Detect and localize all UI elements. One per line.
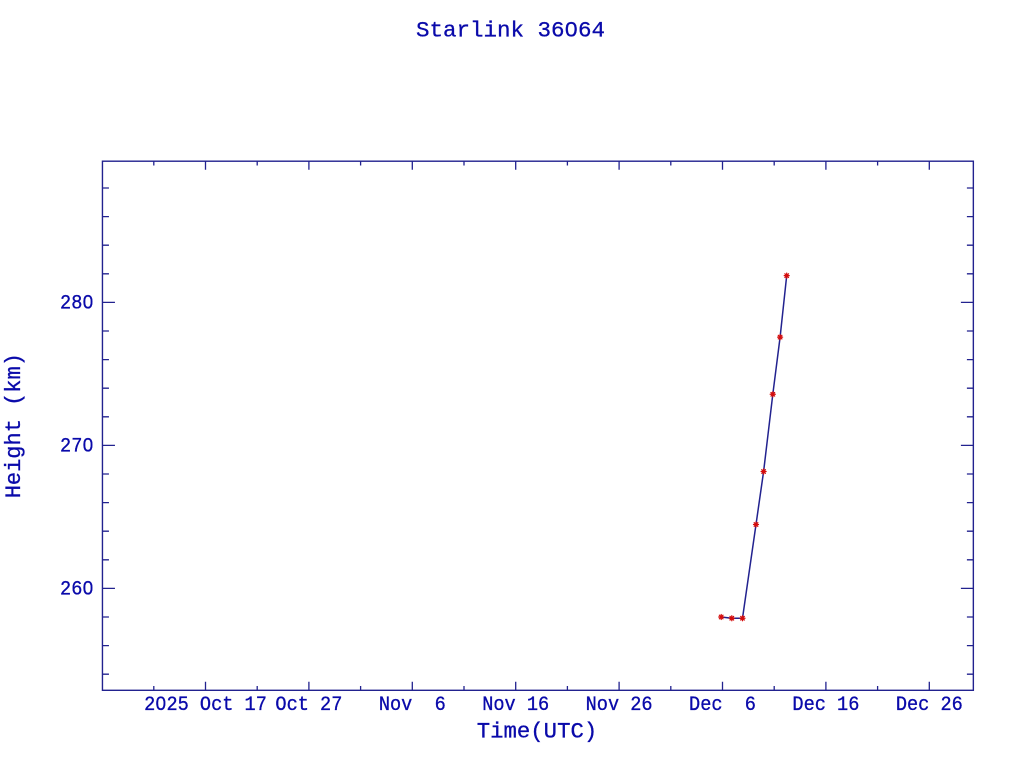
svg-text:Dec 6: Dec 6	[689, 693, 756, 716]
svg-text:Dec 26: Dec 26	[896, 693, 963, 716]
svg-text:Nov 26: Nov 26	[586, 693, 653, 716]
svg-text:270: 270	[60, 435, 93, 458]
svg-text:280: 280	[60, 292, 93, 315]
svg-text:2025 Oct 17: 2025 Oct 17	[144, 693, 267, 716]
svg-text:Oct 27: Oct 27	[275, 693, 342, 716]
svg-text:Dec 16: Dec 16	[792, 693, 859, 716]
svg-text:260: 260	[60, 578, 93, 601]
svg-text:Time(UTC): Time(UTC)	[477, 719, 597, 745]
svg-text:Height (km): Height (km)	[2, 353, 27, 498]
svg-text:Nov 6: Nov 6	[379, 693, 446, 716]
svg-text:Nov 16: Nov 16	[482, 693, 549, 716]
svg-text:Starlink 36064: Starlink 36064	[416, 18, 605, 44]
